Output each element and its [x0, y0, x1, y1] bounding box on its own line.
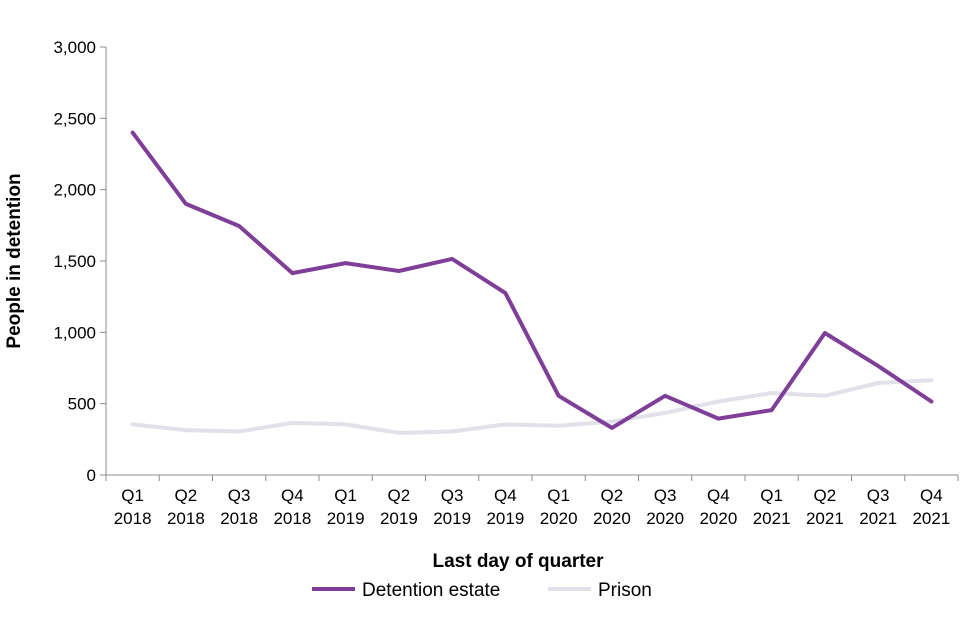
x-tick-label-year: 2019: [327, 509, 365, 528]
x-tick-label-year: 2018: [220, 509, 258, 528]
legend-label-detention-estate: Detention estate: [362, 580, 500, 601]
x-tick-label-year: 2021: [859, 509, 897, 528]
legend-label-prison: Prison: [598, 580, 652, 601]
x-tick-label-year: 2020: [699, 509, 737, 528]
x-tick-label-quarter: Q2: [601, 486, 624, 505]
x-tick-label-quarter: Q3: [654, 486, 677, 505]
series-layer: [130, 130, 934, 435]
y-tick-label: 1,000: [53, 323, 96, 342]
y-tick-label: 500: [68, 395, 96, 414]
x-tick-label-year: 2020: [646, 509, 684, 528]
x-axis-ticks: Q1 2018 Q2 2018 Q3 2018 Q4 2018 Q1 2019 Q2 2019 Q3 20…: [105, 475, 959, 528]
x-tick-label-year: 2019: [486, 509, 524, 528]
x-tick-label-quarter: Q1: [334, 486, 357, 505]
x-tick-label-quarter: Q3: [441, 486, 464, 505]
x-tick-label-quarter: Q4: [494, 486, 517, 505]
y-tick-label: 1,500: [53, 252, 96, 271]
x-axis-title: Last day of quarter: [432, 551, 604, 572]
x-tick-label-quarter: Q2: [814, 486, 837, 505]
x-tick-label-year: 2019: [380, 509, 418, 528]
x-tick-label-year: 2021: [912, 509, 950, 528]
x-tick-label-year: 2021: [753, 509, 791, 528]
x-tick-label-year: 2018: [114, 509, 152, 528]
x-tick-label-quarter: Q4: [281, 486, 304, 505]
x-tick-label-year: 2020: [593, 509, 631, 528]
x-tick-label-quarter: Q2: [388, 486, 411, 505]
y-tick-label: 2,500: [53, 109, 96, 128]
axes: [105, 47, 958, 476]
y-axis-ticks: 0 500 1,000 1,500 2,000 2,500 3,000: [53, 38, 106, 485]
x-tick-label-quarter: Q2: [175, 486, 198, 505]
x-tick-label-quarter: Q3: [228, 486, 251, 505]
y-tick-label: 3,000: [53, 38, 96, 57]
x-tick-label-quarter: Q4: [707, 486, 730, 505]
x-tick-label-quarter: Q3: [867, 486, 890, 505]
y-axis-title: People in detention: [4, 173, 25, 348]
y-tick-label: 2,000: [53, 181, 96, 200]
x-tick-label-year: 2018: [167, 509, 205, 528]
y-tick-label: 0: [87, 466, 96, 485]
x-tick-label-quarter: Q1: [121, 486, 144, 505]
x-tick-label-quarter: Q4: [920, 486, 943, 505]
x-tick-label-quarter: Q1: [547, 486, 570, 505]
x-tick-label-year: 2021: [806, 509, 844, 528]
legend: Detention estate Prison: [312, 580, 652, 601]
x-tick-label-year: 2019: [433, 509, 471, 528]
x-tick-label-year: 2018: [273, 509, 311, 528]
x-tick-label-quarter: Q1: [760, 486, 783, 505]
series-line-prison: [130, 378, 934, 435]
series-line-detention-estate: [130, 130, 934, 430]
x-tick-label-year: 2020: [540, 509, 578, 528]
